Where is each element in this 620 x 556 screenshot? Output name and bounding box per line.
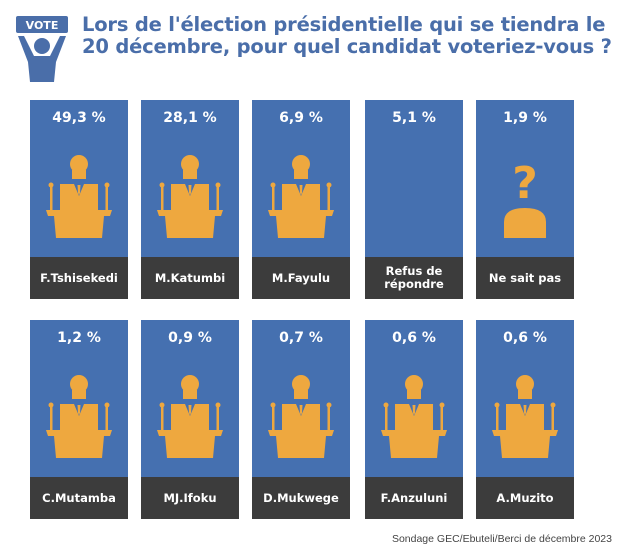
candidate-label: F.Anzuluni [365, 477, 463, 519]
candidate-card: 0,6 % F.Anzuluni [365, 320, 463, 519]
card-panel: 0,9 % [141, 320, 239, 477]
candidate-label: D.Mukwege [252, 477, 350, 519]
percentage-value: 0,7 % [279, 330, 323, 346]
podium-speaker-icon [492, 375, 558, 458]
candidate-label: Ne sait pas [476, 257, 574, 299]
card-panel: 28,1 % [141, 100, 239, 257]
percentage-value: 0,6 % [503, 330, 547, 346]
card-panel: 5,1 % [365, 100, 463, 257]
candidate-label: MJ.Ifoku [141, 477, 239, 519]
percentage-value: 6,9 % [279, 110, 323, 126]
candidate-card: 0,9 % MJ.Ifoku [141, 320, 239, 519]
podium-speaker-icon [381, 375, 447, 458]
percentage-value: 49,3 % [52, 110, 106, 126]
source-note: Sondage GEC/Ebuteli/Berci de décembre 20… [391, 533, 612, 545]
card-panel: 0,6 % [476, 320, 574, 477]
candidate-label: M.Katumbi [141, 257, 239, 299]
candidate-card: 5,1 % Refus de répondre [365, 100, 463, 299]
podium-speaker-icon [268, 375, 334, 458]
candidate-card: 0,7 % D.Mukwege [252, 320, 350, 519]
card-panel: 1,2 % [30, 320, 128, 477]
candidate-card: 28,1 % M.Katumbi [141, 100, 239, 299]
candidate-label: Refus de répondre [365, 257, 463, 299]
question-person-icon: ? [504, 158, 546, 238]
podium-speaker-icon [46, 155, 112, 238]
candidate-label: C.Mutamba [30, 477, 128, 519]
candidate-label: A.Muzito [476, 477, 574, 519]
podium-speaker-icon [157, 155, 223, 238]
svg-text:?: ? [512, 158, 538, 209]
card-panel: 0,6 % [365, 320, 463, 477]
logo-text: VOTE [26, 19, 59, 32]
candidate-card: 1,2 % C.Mutamba [30, 320, 128, 519]
percentage-value: 0,6 % [392, 330, 436, 346]
candidate-label: F.Tshisekedi [30, 257, 128, 299]
candidate-card: 1,9 %? Ne sait pas [476, 100, 574, 299]
podium-speaker-icon [268, 155, 334, 238]
percentage-value: 28,1 % [163, 110, 217, 126]
percentage-value: 1,9 % [503, 110, 547, 126]
podium-speaker-icon [46, 375, 112, 458]
podium-speaker-icon [157, 375, 223, 458]
candidate-label: M.Fayulu [252, 257, 350, 299]
candidate-card: 6,9 % M.Fayulu [252, 100, 350, 299]
card-panel: 0,7 % [252, 320, 350, 477]
percentage-value: 1,2 % [57, 330, 101, 346]
candidate-card: 49,3 % F.Tshisekedi [30, 100, 128, 299]
percentage-value: 5,1 % [392, 110, 436, 126]
card-panel: 6,9 % [252, 100, 350, 257]
card-panel: 49,3 % [30, 100, 128, 257]
vote-logo-icon: VOTE [16, 16, 68, 82]
candidate-card: 0,6 % A.Muzito [476, 320, 574, 519]
page-title: Lors de l'élection présidentielle qui se… [82, 13, 612, 58]
card-panel: 1,9 %? [476, 100, 574, 257]
percentage-value: 0,9 % [168, 330, 212, 346]
